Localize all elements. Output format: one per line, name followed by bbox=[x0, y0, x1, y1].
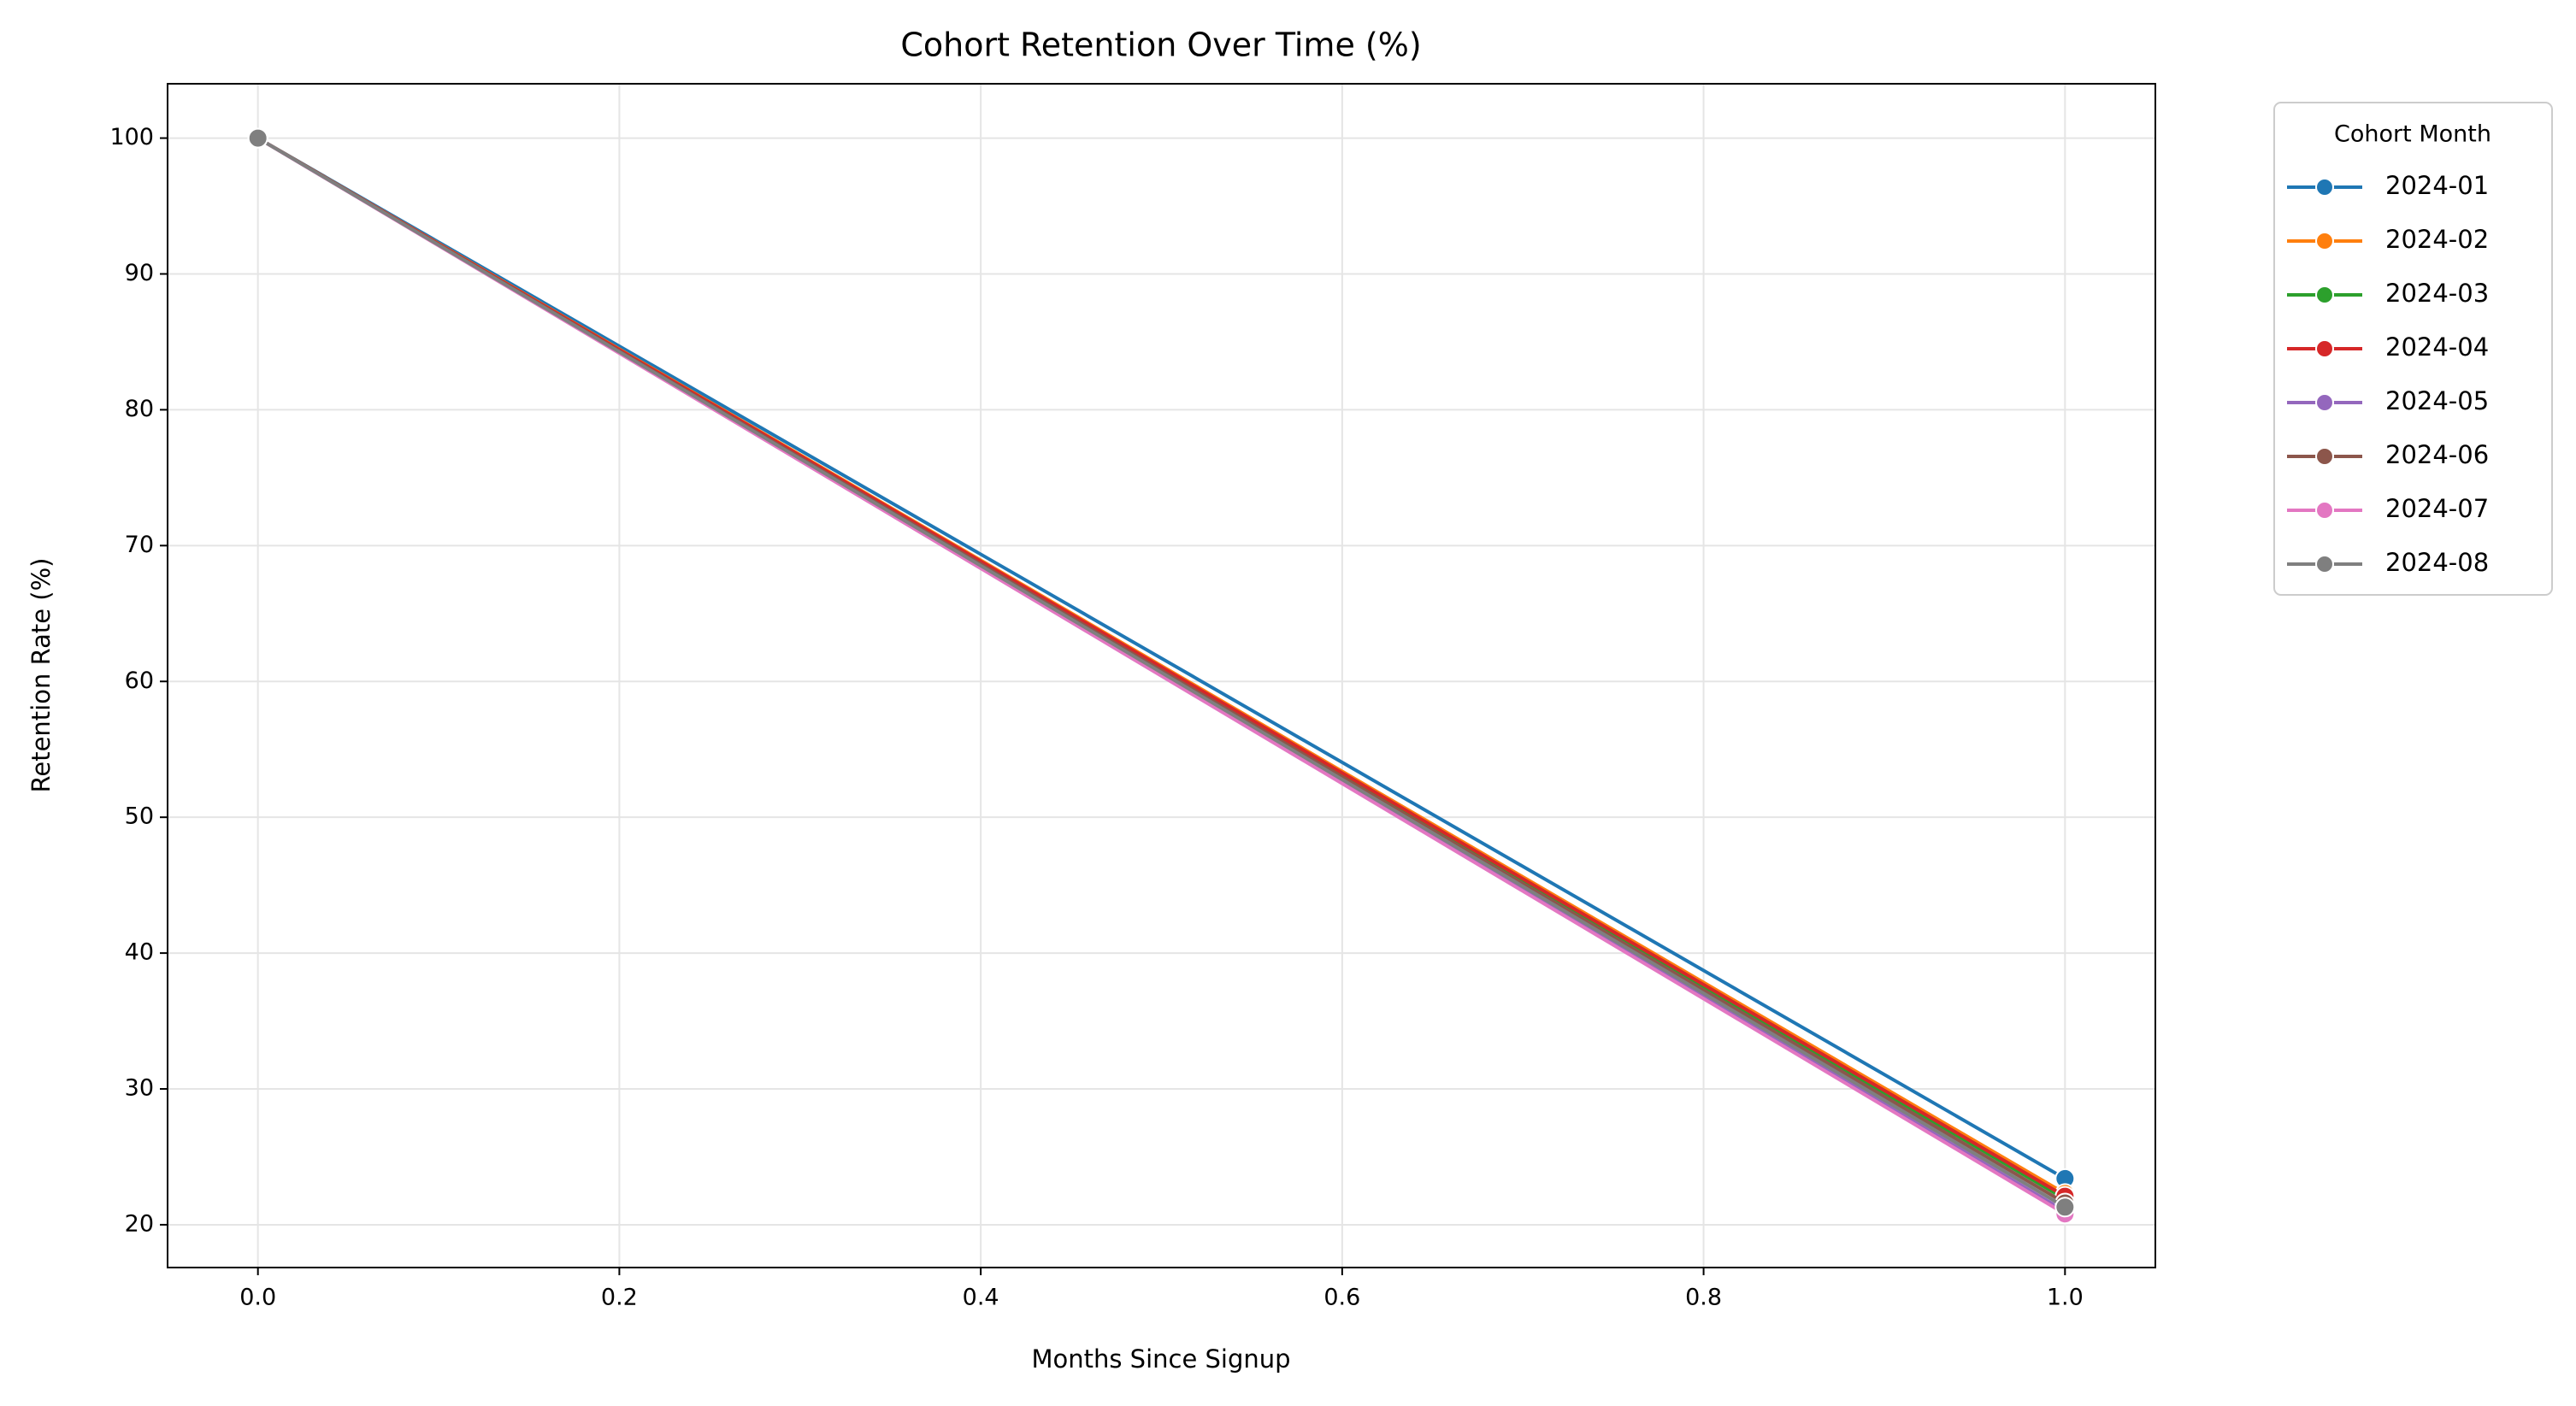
x-tick-label: 1.0 bbox=[2047, 1285, 2084, 1311]
y-tick-label: 70 bbox=[125, 532, 154, 558]
legend-swatch-marker bbox=[2315, 447, 2334, 466]
legend-label: 2024-04 bbox=[2385, 332, 2489, 362]
legend-swatch-marker bbox=[2315, 555, 2334, 574]
x-tick-label: 0.6 bbox=[1323, 1285, 1360, 1311]
legend-swatch-marker bbox=[2315, 339, 2334, 358]
y-tick-label: 40 bbox=[125, 939, 154, 966]
y-tick-label: 80 bbox=[125, 396, 154, 422]
y-tick-label: 90 bbox=[125, 260, 154, 286]
legend-swatch-marker bbox=[2315, 178, 2334, 197]
legend-swatch-marker bbox=[2315, 393, 2334, 412]
series-line bbox=[256, 136, 2066, 1209]
plot-frame bbox=[167, 83, 2156, 1268]
y-tick-label: 30 bbox=[125, 1075, 154, 1102]
y-tick-label: 60 bbox=[125, 668, 154, 694]
legend-box bbox=[2273, 102, 2553, 596]
legend-label: 2024-02 bbox=[2385, 225, 2489, 254]
x-tick-label: 0.2 bbox=[601, 1285, 638, 1311]
legend-label: 2024-07 bbox=[2385, 494, 2489, 523]
legend-title: Cohort Month bbox=[2334, 121, 2491, 148]
y-axis-label: Retention Rate (%) bbox=[27, 558, 56, 793]
x-tick-label: 0.0 bbox=[239, 1285, 276, 1311]
y-tick-label: 100 bbox=[109, 124, 154, 150]
y-tick-label: 20 bbox=[125, 1210, 154, 1237]
y-tick-label: 50 bbox=[125, 803, 154, 830]
legend-label: 2024-01 bbox=[2385, 171, 2489, 200]
x-tick-label: 0.4 bbox=[963, 1285, 999, 1311]
series-marker bbox=[2054, 1197, 2076, 1218]
legend-swatch-marker bbox=[2315, 285, 2334, 304]
chart-title: Cohort Retention Over Time (%) bbox=[900, 26, 1421, 64]
series-line bbox=[256, 136, 2066, 1180]
legend-swatch-marker bbox=[2315, 232, 2334, 250]
legend-label: 2024-06 bbox=[2385, 440, 2489, 469]
x-axis-label: Months Since Signup bbox=[1031, 1344, 1290, 1374]
legend-swatch-marker bbox=[2315, 501, 2334, 520]
legend-label: 2024-03 bbox=[2385, 279, 2489, 308]
x-tick-label: 0.8 bbox=[1685, 1285, 1722, 1311]
legend-label: 2024-05 bbox=[2385, 386, 2489, 415]
legend-label: 2024-08 bbox=[2385, 548, 2489, 577]
series-marker bbox=[247, 127, 268, 149]
